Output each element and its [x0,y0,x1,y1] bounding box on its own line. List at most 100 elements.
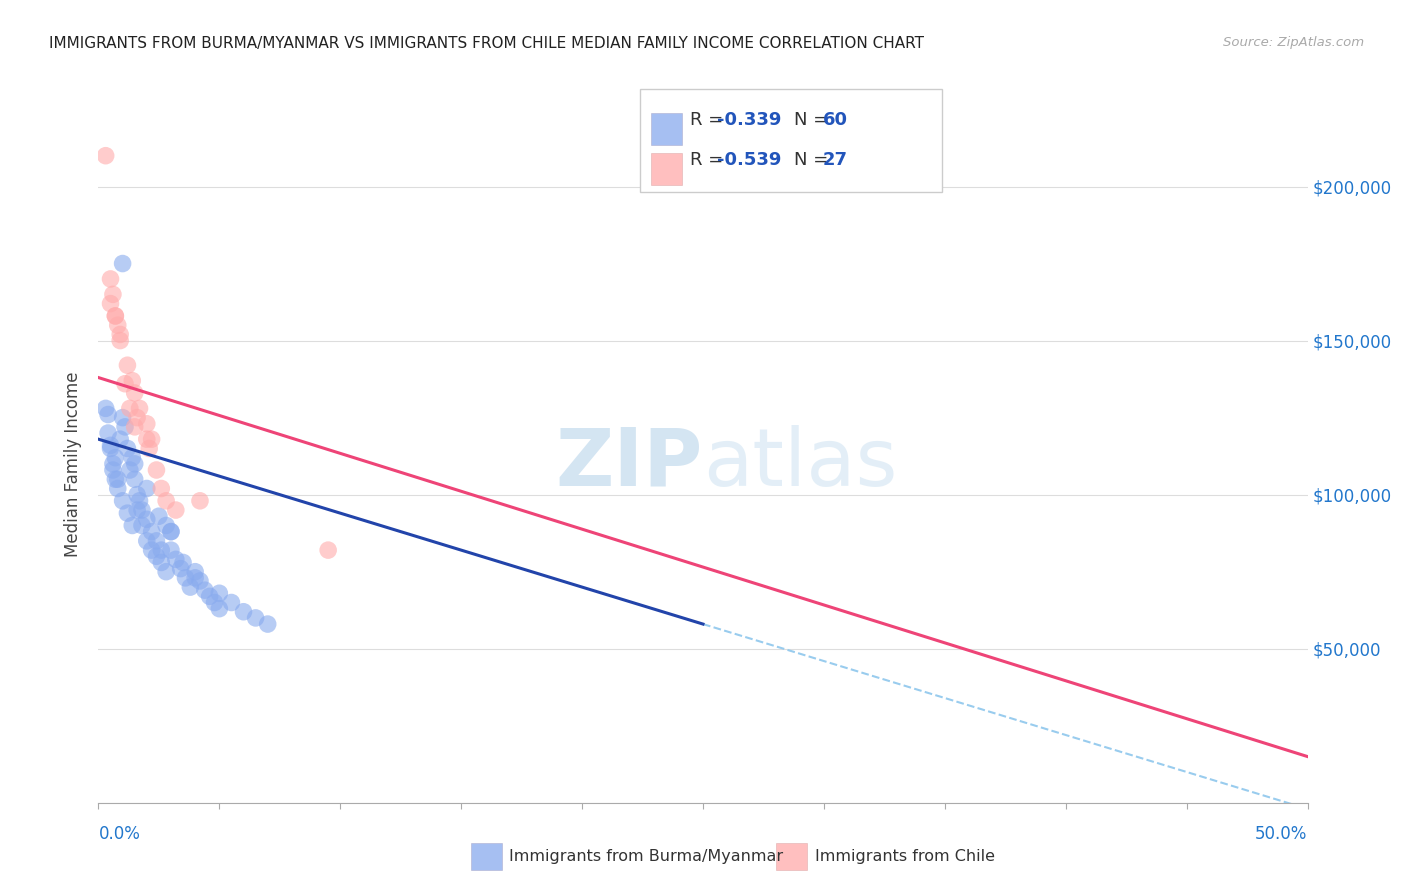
Point [101,457,124,471]
Point [221,595,243,609]
Point [160,543,183,558]
Point [107,472,129,486]
Point [117,506,139,520]
Point [208,601,231,615]
Point [141,543,163,558]
Point [184,571,207,585]
Point [128,493,150,508]
Point [127,410,149,425]
Text: IMMIGRANTS FROM BURMA/MYANMAR VS IMMIGRANTS FROM CHILE MEDIAN FAMILY INCOME CORR: IMMIGRANTS FROM BURMA/MYANMAR VS IMMIGRA… [49,36,924,51]
Text: 60: 60 [823,111,848,129]
Point [101,463,124,477]
Point [104,309,127,323]
Point [150,556,173,570]
Text: 50.0%: 50.0% [1256,825,1308,843]
Point [100,272,122,286]
Text: 27: 27 [823,151,848,169]
Point [131,503,153,517]
Point [104,450,127,465]
Point [100,296,122,310]
Point [97,408,120,422]
Point [107,482,129,496]
Point [100,442,122,456]
Point [141,524,163,539]
Point [128,401,150,416]
Point [111,410,134,425]
Point [131,518,153,533]
Point [141,432,163,446]
Point [135,482,157,496]
Point [188,493,211,508]
Point [155,565,177,579]
Point [121,374,143,388]
Point [194,583,217,598]
Point [100,438,122,452]
Point [138,442,160,456]
Point [124,420,146,434]
Point [316,543,339,558]
Point [124,472,146,486]
Y-axis label: Median Family Income: Median Family Income [65,371,83,557]
Point [101,287,124,301]
Point [184,565,207,579]
Point [150,482,173,496]
Text: N =: N = [794,111,834,129]
Point [160,524,183,539]
Point [114,420,136,434]
Point [245,611,267,625]
Point [118,401,141,416]
Text: atlas: atlas [703,425,897,503]
Point [174,571,197,585]
Point [145,463,167,477]
Point [256,617,278,632]
Text: 0.0%: 0.0% [98,825,141,843]
Point [165,503,187,517]
Point [160,524,183,539]
Text: R =: R = [690,111,730,129]
Point [135,417,157,431]
Point [232,605,254,619]
Point [124,386,146,401]
Point [114,376,136,391]
Point [117,358,139,372]
Point [108,334,131,348]
Text: -0.539: -0.539 [717,151,782,169]
Point [148,509,170,524]
Point [108,327,131,342]
Point [94,401,117,416]
Point [145,533,167,548]
Point [172,556,194,570]
Point [208,586,231,600]
Point [135,533,157,548]
Text: -0.339: -0.339 [717,111,782,129]
Point [145,549,167,564]
Point [169,561,191,575]
Point [108,432,131,446]
Text: Immigrants from Chile: Immigrants from Chile [815,849,995,863]
Text: R =: R = [690,151,730,169]
Point [111,493,134,508]
Point [121,518,143,533]
Point [97,425,120,440]
Point [104,472,127,486]
Point [179,580,201,594]
Point [155,493,177,508]
Text: Source: ZipAtlas.com: Source: ZipAtlas.com [1223,36,1364,49]
Point [150,543,173,558]
Text: Immigrants from Burma/Myanmar: Immigrants from Burma/Myanmar [509,849,783,863]
Point [135,512,157,526]
Point [204,595,226,609]
Text: N =: N = [794,151,834,169]
Text: ZIP: ZIP [555,425,703,503]
Point [121,450,143,465]
Point [104,309,127,323]
Point [111,256,134,270]
Point [117,442,139,456]
Point [165,552,187,566]
Point [118,463,141,477]
Point [127,488,149,502]
Point [188,574,211,588]
Point [94,149,117,163]
Point [155,518,177,533]
Point [198,590,221,604]
